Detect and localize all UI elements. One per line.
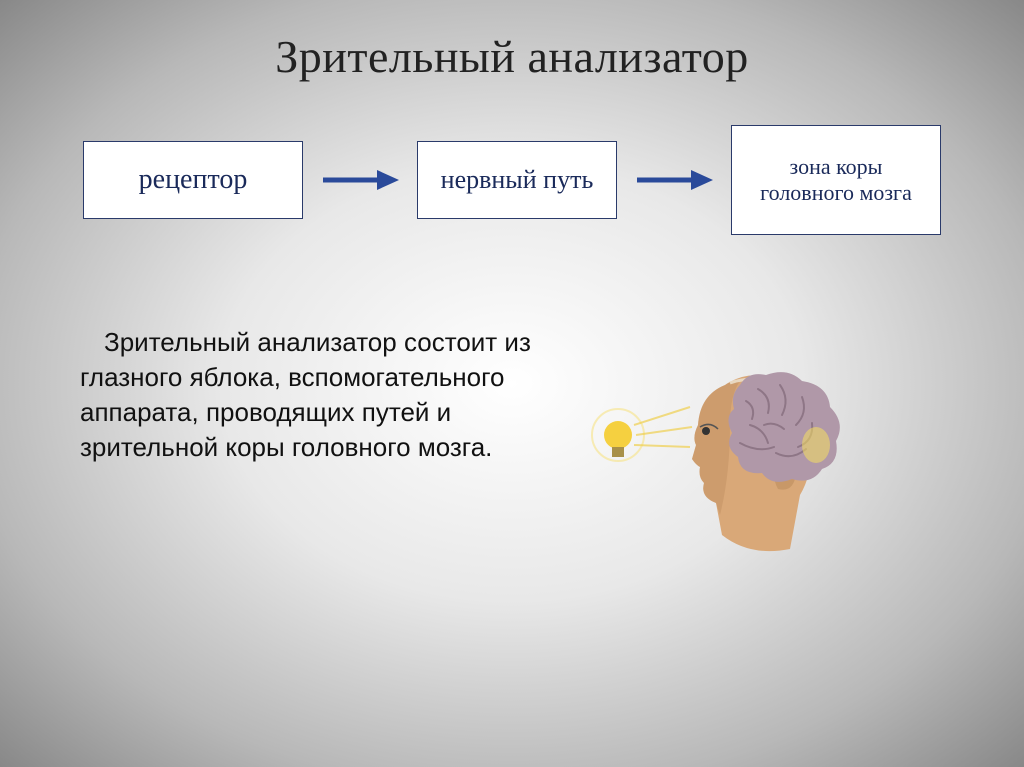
- body-text: Зрительный анализатор состоит из глазног…: [70, 325, 540, 465]
- brain-illustration: [580, 325, 910, 575]
- light-bulb-icon: [592, 407, 692, 461]
- flow-box-cortex-zone: зона коры головного мозга: [731, 125, 941, 235]
- flow-diagram: рецептор нервный путь зона коры головног…: [70, 125, 954, 235]
- head-profile: [692, 372, 840, 551]
- flow-box-receptor: рецептор: [83, 141, 303, 219]
- arrow-icon: [635, 168, 713, 192]
- page-title: Зрительный анализатор: [70, 30, 954, 83]
- brain-icon: [728, 372, 839, 482]
- slide: Зрительный анализатор рецептор нервный п…: [0, 0, 1024, 767]
- lower-region: Зрительный анализатор состоит из глазног…: [70, 325, 954, 575]
- flow-box-nerve-path: нервный путь: [417, 141, 617, 219]
- arrow-icon: [321, 168, 399, 192]
- brain-svg: [580, 325, 910, 575]
